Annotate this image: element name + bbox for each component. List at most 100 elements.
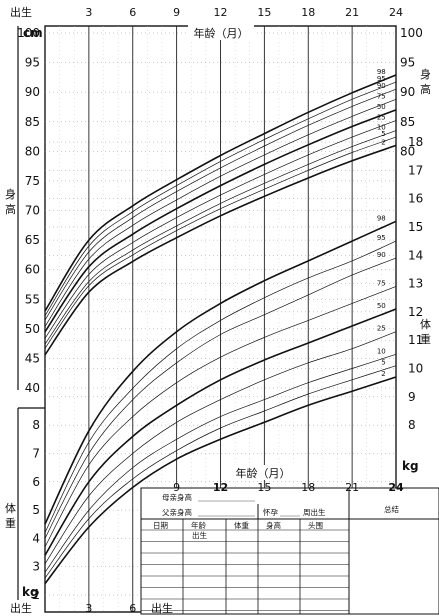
weight-curve-p10	[44, 353, 397, 573]
dynamic-labels: 3366991212151518182121242440455055606570…	[17, 6, 423, 615]
height-tick-label: 55	[25, 292, 40, 306]
height-title-left-char2: 高	[5, 202, 16, 216]
month-tick-label-mid: 12	[213, 481, 228, 494]
height-tick-label: 65	[25, 233, 40, 247]
height-curve-p50	[44, 109, 397, 333]
weight-curve-p98	[44, 220, 397, 525]
height-curve-p10	[44, 130, 397, 345]
height-curve-p2	[44, 144, 397, 356]
weight-percentile-label: 2	[381, 370, 385, 378]
weight-tick-label-right: 17	[408, 163, 423, 177]
height-tick-label-right: 85	[400, 115, 415, 129]
weight-tick-label-right: 13	[408, 277, 423, 291]
height-percentile-label: 10	[377, 124, 386, 132]
weight-tick-label-right: 11	[408, 333, 423, 347]
weight-tick-label-right: 18	[408, 135, 423, 149]
weight-tick-label: 3	[32, 560, 40, 574]
height-percentile-label: 2	[381, 138, 385, 146]
weight-percentile-label: 25	[377, 325, 386, 333]
height-tick-label: 70	[25, 204, 40, 218]
age-label-top-bg	[188, 25, 254, 40]
mother-height-label: 母亲身高	[162, 492, 192, 502]
weight-title-right: 体重	[420, 317, 431, 346]
weight-unit-left: kg	[22, 585, 39, 599]
month-tick-label-top: 3	[85, 6, 92, 19]
month-tick-label-mid: 21	[345, 481, 359, 494]
height-curve-p25	[44, 120, 397, 339]
height-percentile-label: 95	[377, 75, 386, 83]
weight-percentile-label: 50	[377, 302, 386, 310]
weight-tick-label: 5	[32, 503, 40, 517]
month-tick-label-top: 12	[214, 6, 228, 19]
height-title-left-char1: 身	[5, 187, 16, 201]
height-curve-p90	[44, 88, 397, 321]
birth-tick-label-bottom: 出生	[10, 601, 32, 615]
height-title-left: 身高	[5, 187, 16, 216]
record-col-header: 年龄	[191, 520, 206, 530]
height-percentile-label: 75	[377, 92, 386, 100]
summary-label: 总结	[384, 504, 399, 514]
month-tick-label-bottom: 6	[129, 602, 136, 615]
weight-percentile-label: 90	[377, 251, 386, 259]
age-axis-label-mid: 年龄（月）	[236, 466, 291, 480]
weight-tick-label-right: 9	[408, 390, 416, 404]
record-col-header: 头围	[308, 520, 323, 530]
weight-percentile-label: 98	[377, 214, 386, 222]
height-tick-label-right: 100	[400, 26, 423, 40]
height-curve-p75	[44, 98, 397, 327]
height-title-right: 身高	[420, 67, 431, 96]
month-tick-label-top: 24	[389, 6, 403, 19]
gestation-suffix: 周出生	[303, 507, 326, 517]
weight-tick-label-right: 14	[408, 248, 423, 262]
weight-percentile-label: 95	[377, 234, 386, 242]
record-col-header: 日期	[153, 521, 168, 530]
weight-tick-label: 6	[32, 475, 40, 489]
weight-percentile-label: 75	[377, 279, 386, 287]
gestation-prefix: 怀孕	[263, 507, 278, 517]
month-tick-label-top: 6	[129, 6, 136, 19]
text-layer: 出生 出生 出生 cm kg kg 身高 身高 体重 体重 年龄（月） 年龄（月…	[5, 5, 431, 615]
weight-tick-label: 4	[32, 531, 40, 545]
month-tick-label-top: 15	[257, 6, 271, 19]
height-tick-label: 85	[25, 115, 40, 129]
month-tick-label-mid: 15	[257, 481, 271, 494]
weight-tick-label-right: 15	[408, 220, 423, 234]
month-tick-label-bottom: 3	[85, 602, 92, 615]
height-curve-p5	[44, 136, 397, 349]
height-tick-label-right: 90	[400, 85, 415, 99]
weight-curve-p90	[44, 257, 397, 539]
weight-tick-label: 8	[32, 418, 40, 432]
height-percentile-label: 98	[377, 68, 386, 76]
height-tick-label: 60	[25, 263, 40, 277]
height-curve-p98	[44, 74, 397, 312]
height-unit-left: cm	[23, 26, 43, 40]
weight-curve-p95	[44, 240, 397, 533]
weight-tick-label-right: 8	[408, 418, 416, 432]
height-tick-label-right: 80	[400, 144, 415, 158]
weight-tick-label-right: 16	[408, 192, 423, 206]
weight-curve-p75	[44, 286, 397, 548]
height-tick-label: 80	[25, 144, 40, 158]
height-tick-label: 50	[25, 322, 40, 336]
weight-curve-p2	[44, 376, 397, 585]
height-tick-label: 45	[25, 351, 40, 365]
age-axis-label-top: 年龄（月）	[194, 26, 249, 40]
record-form-frame	[140, 487, 439, 615]
height-tick-label: 75	[25, 174, 40, 188]
height-tick-label: 90	[25, 85, 40, 99]
weight-percentile-label: 5	[381, 359, 385, 367]
weight-curve-p50	[44, 308, 397, 556]
weight-title-right-char1: 体	[420, 317, 431, 331]
age-label-mid-bg	[230, 465, 296, 480]
record-col-header: 身高	[266, 520, 281, 530]
weight-percentile-label: 10	[377, 347, 386, 355]
birth-tick-label-form: 出生	[151, 601, 173, 615]
weight-tick-label: 7	[32, 446, 40, 460]
height-percentile-label: 50	[377, 103, 386, 111]
weight-unit-right: kg	[402, 459, 419, 473]
height-tick-label: 40	[25, 381, 40, 395]
height-tick-label-right: 95	[400, 56, 415, 70]
